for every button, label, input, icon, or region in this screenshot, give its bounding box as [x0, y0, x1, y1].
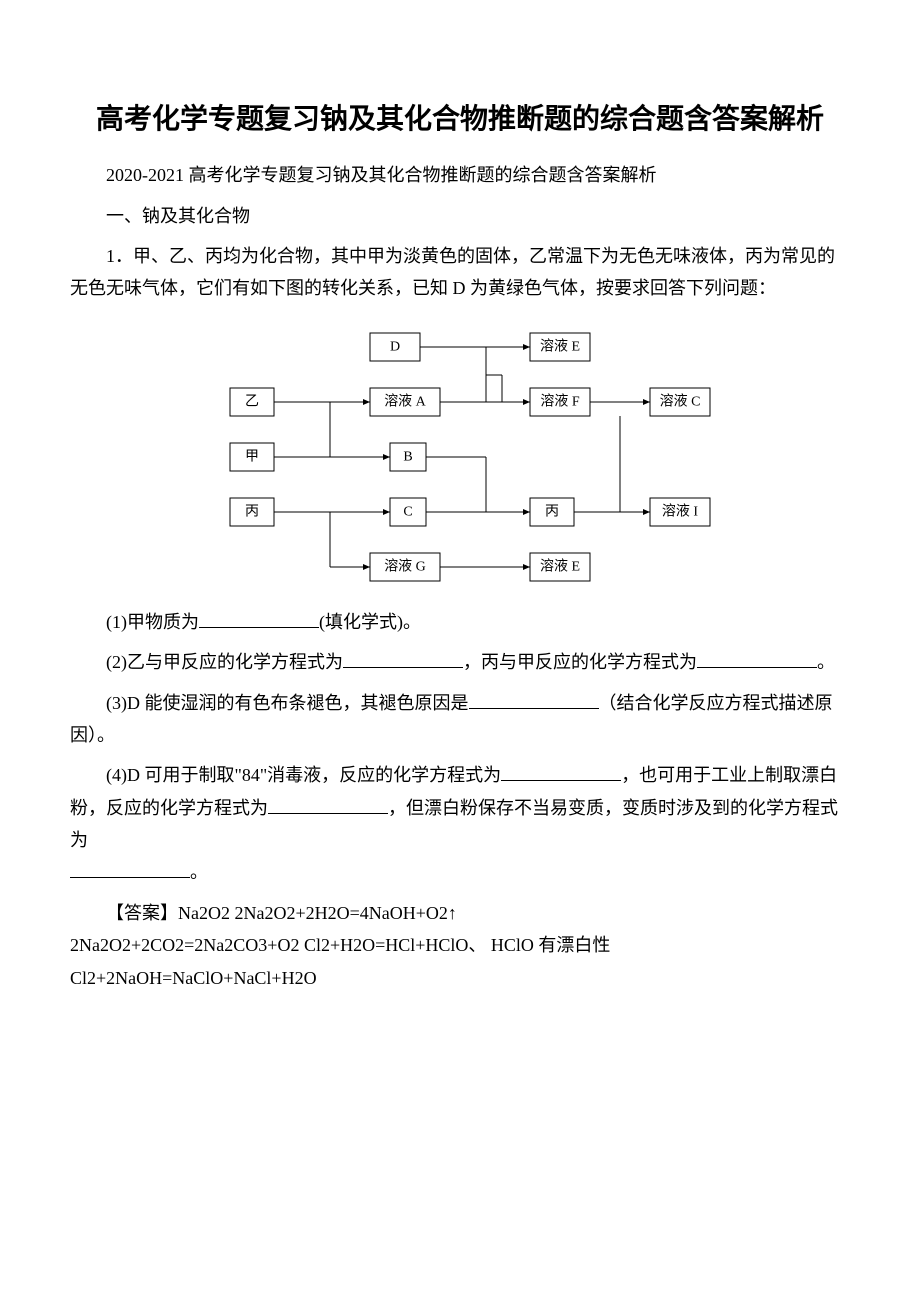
svg-text:溶液 E: 溶液 E — [540, 558, 580, 574]
blank-fill — [697, 650, 817, 668]
node-B: B — [390, 443, 426, 471]
q3-prefix: (3)D 能使湿润的有色布条褪色，其褪色原因是 — [106, 693, 469, 713]
question-2: (2)乙与甲反应的化学方程式为 ，丙与甲反应的化学方程式为 。 — [70, 646, 850, 678]
node-Bing: 丙 — [230, 498, 274, 526]
q4-suffix: 。 — [190, 862, 208, 882]
svg-text:丙: 丙 — [545, 504, 559, 519]
node-Bing2: 丙 — [530, 498, 574, 526]
node-D: D — [370, 333, 420, 361]
svg-text:甲: 甲 — [245, 449, 259, 464]
blank-fill — [469, 691, 599, 709]
answer-line1: Na2O2 2Na2O2+2H2O=4NaOH+O2↑ — [178, 903, 457, 923]
intro-paragraph: 2020-2021 高考化学专题复习钠及其化合物推断题的综合题含答案解析 — [70, 159, 850, 191]
node-G: 溶液 G — [370, 553, 440, 581]
node-E1: 溶液 E — [530, 333, 590, 361]
blank-fill — [199, 610, 319, 628]
q4-prefix: (4)D 可用于制取"84"消毒液，反应的化学方程式为 — [106, 765, 501, 785]
answer-block: 【答案】Na2O2 2Na2O2+2H2O=4NaOH+O2↑ 2Na2O2+2… — [70, 897, 850, 994]
svg-text:D: D — [390, 339, 400, 354]
node-Cc: 溶液 C — [650, 388, 710, 416]
question-stem: 1．甲、乙、丙均为化合物，其中甲为淡黄色的固体，乙常温下为无色无味液体，丙为常见… — [70, 240, 850, 305]
question-4: (4)D 可用于制取"84"消毒液，反应的化学方程式为，也可用于工业上制取漂白粉… — [70, 759, 850, 889]
q1-prefix: (1)甲物质为 — [106, 612, 199, 632]
svg-text:B: B — [403, 449, 412, 464]
diagram-container: www.bdocx.com — [190, 323, 730, 588]
blank-fill — [70, 860, 190, 878]
blank-fill — [268, 796, 388, 814]
blank-fill — [501, 763, 621, 781]
svg-text:丙: 丙 — [245, 504, 259, 519]
node-A: 溶液 A — [370, 388, 440, 416]
svg-text:溶液 G: 溶液 G — [384, 558, 426, 574]
node-I: 溶液 I — [650, 498, 710, 526]
answer-line2: 2Na2O2+2CO2=2Na2CO3+O2 Cl2+H2O=HCl+HClO、… — [70, 929, 850, 961]
question-1: (1)甲物质为 (填化学式)。 — [70, 606, 850, 638]
question-3: (3)D 能使湿润的有色布条褪色，其褪色原因是（结合化学反应方程式描述原因）。 — [70, 687, 850, 752]
node-Yi: 乙 — [230, 388, 274, 416]
svg-text:乙: 乙 — [245, 393, 259, 409]
svg-text:溶液 F: 溶液 F — [540, 393, 579, 409]
svg-text:溶液 C: 溶液 C — [660, 393, 701, 409]
blank-fill — [343, 650, 463, 668]
flowchart-diagram: D 溶液 E 乙 溶液 A 溶液 F 溶液 C 甲 B 丙 C 丙 溶液 I 溶… — [190, 323, 730, 583]
node-C: C — [390, 498, 426, 526]
svg-text:溶液 E: 溶液 E — [540, 338, 580, 354]
svg-text:C: C — [403, 504, 412, 519]
answer-line3: Cl2+2NaOH=NaClO+NaCl+H2O — [70, 962, 850, 994]
node-F: 溶液 F — [530, 388, 590, 416]
answer-label: 【答案】 — [106, 903, 178, 923]
q2-suffix: 。 — [817, 652, 835, 672]
page-title: 高考化学专题复习钠及其化合物推断题的综合题含答案解析 — [70, 100, 850, 139]
section-heading: 一、钠及其化合物 — [70, 200, 850, 232]
q1-suffix: (填化学式)。 — [319, 612, 421, 632]
node-E2: 溶液 E — [530, 553, 590, 581]
q2-mid: ，丙与甲反应的化学方程式为 — [463, 652, 697, 672]
node-Jia: 甲 — [230, 443, 274, 471]
svg-text:溶液 A: 溶液 A — [384, 393, 426, 409]
svg-text:溶液 I: 溶液 I — [662, 503, 698, 519]
q2-prefix: (2)乙与甲反应的化学方程式为 — [106, 652, 343, 672]
